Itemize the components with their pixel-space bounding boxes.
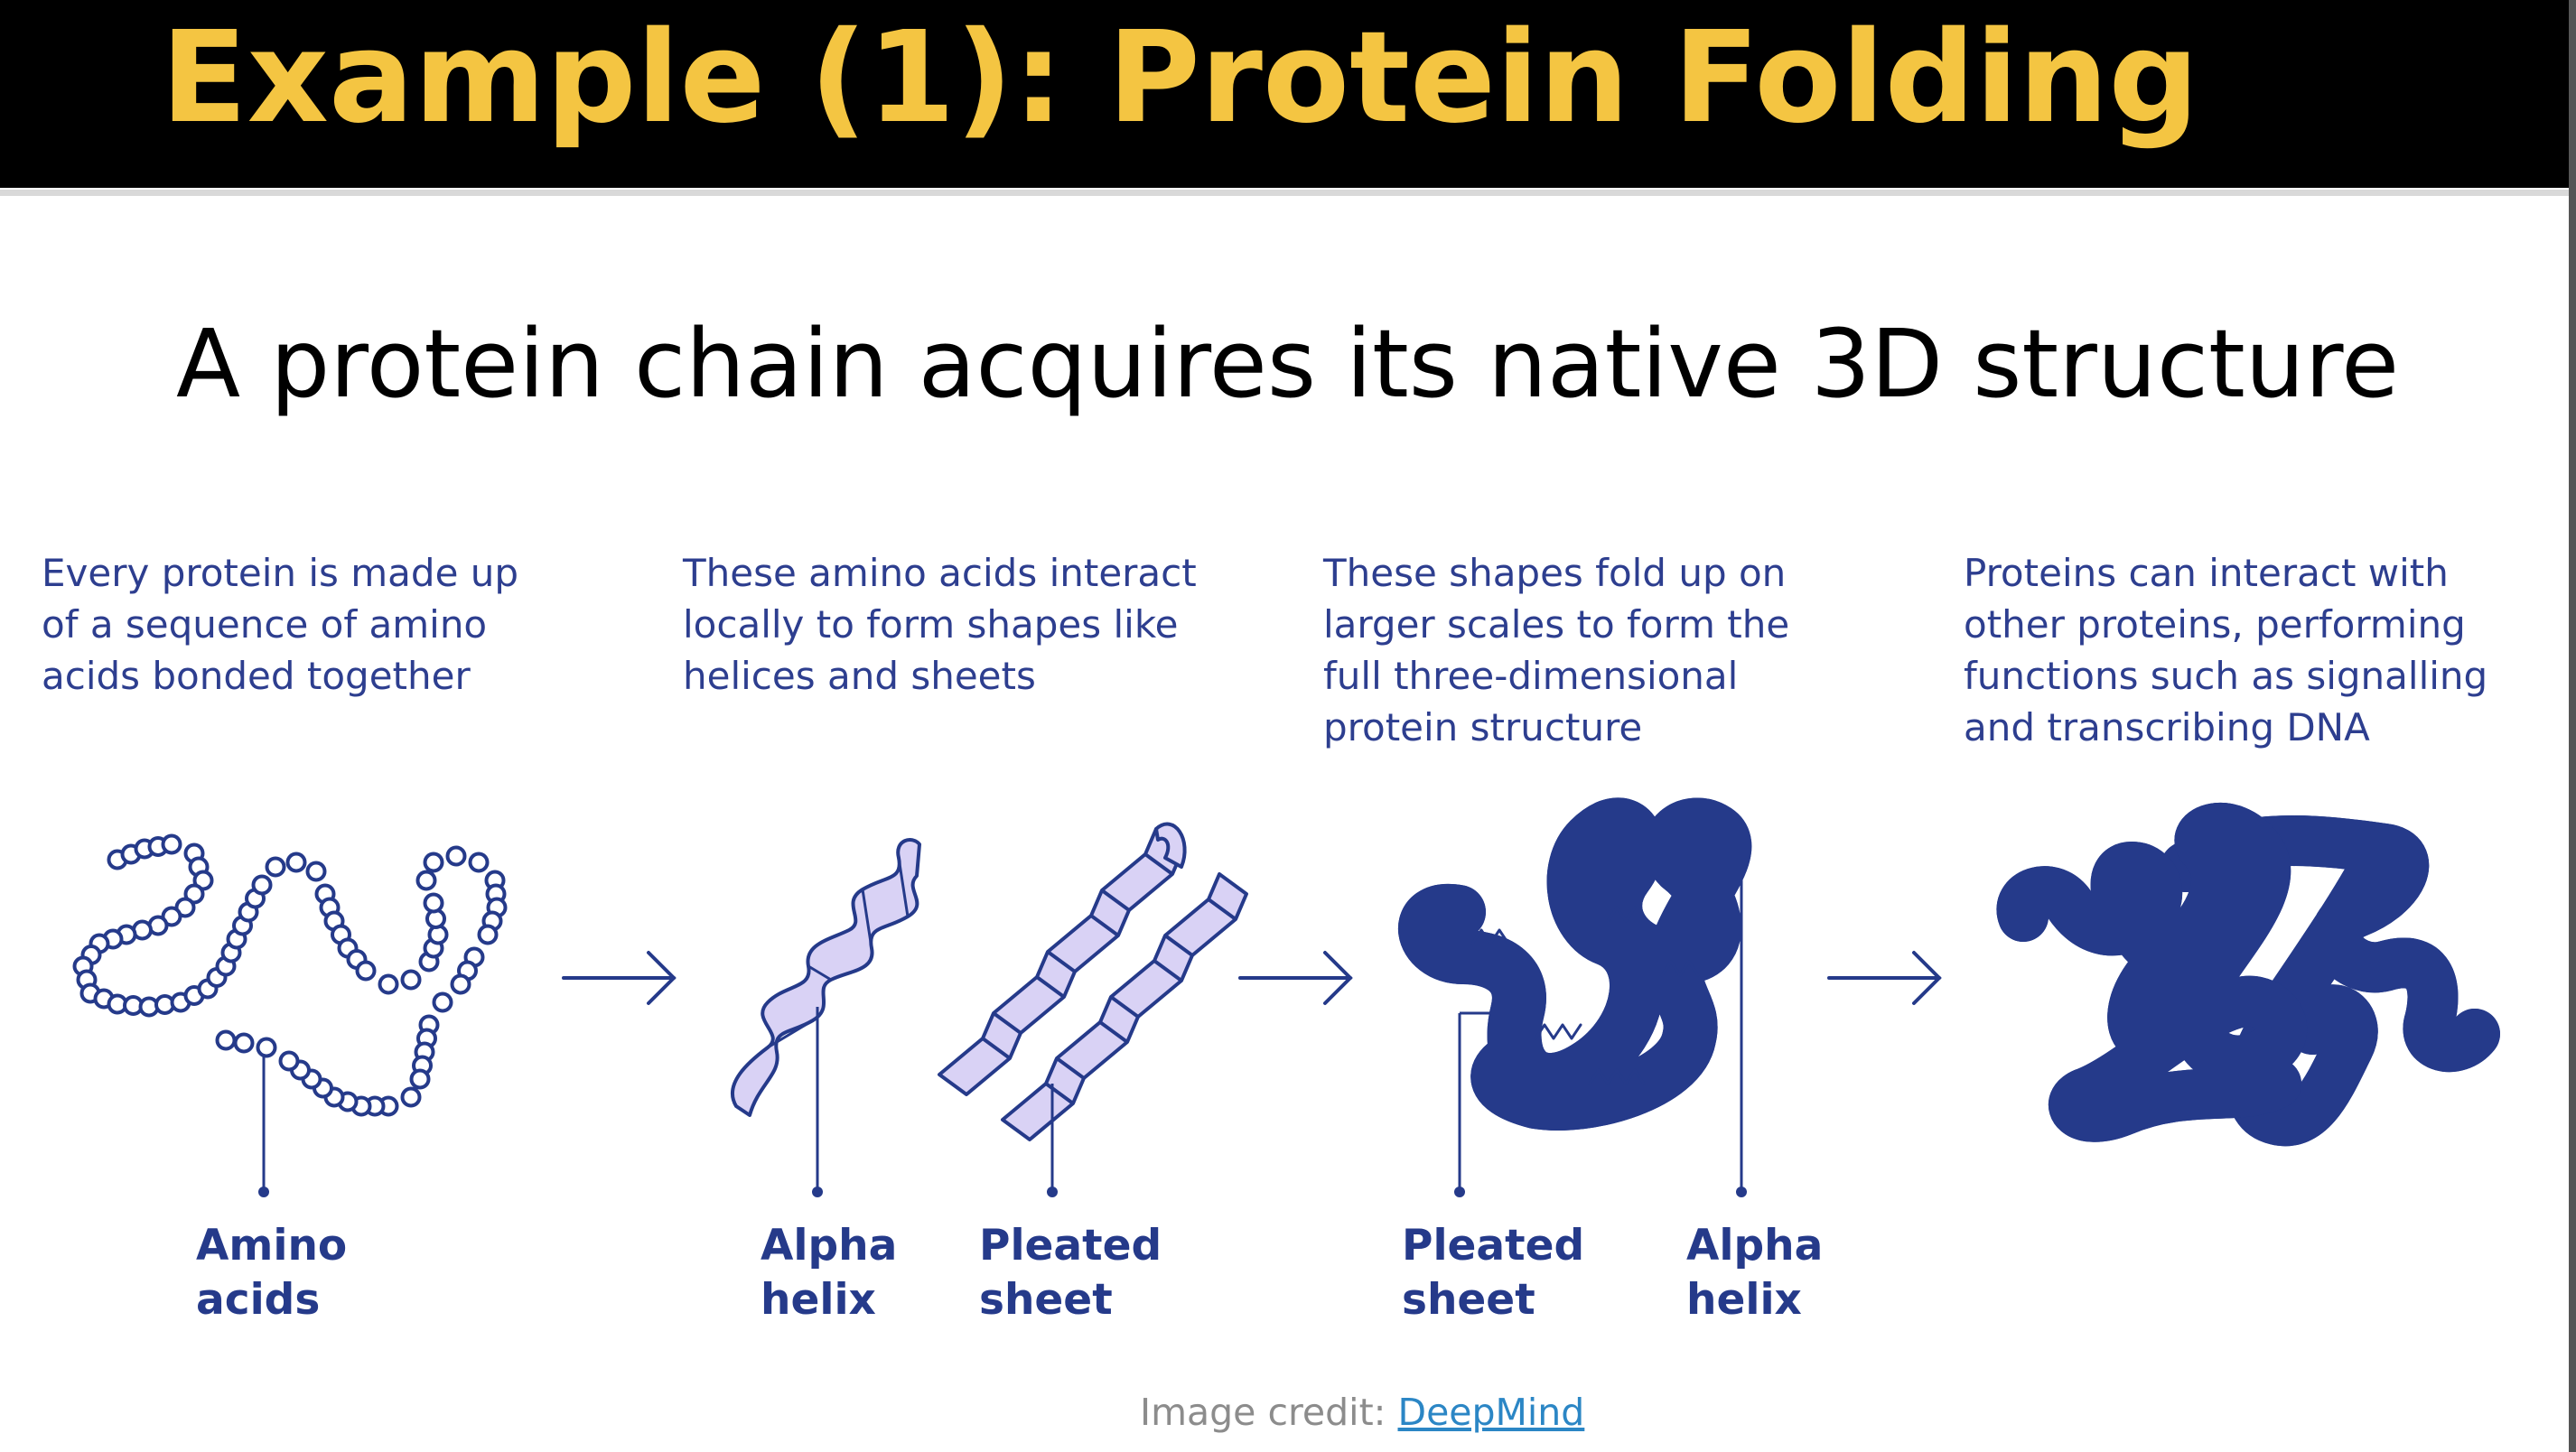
step-4-description: Proteins can interact with other protein… <box>1964 551 2488 749</box>
sheet-fold-line <box>1055 1056 1086 1080</box>
sheet-fold-line <box>1109 995 1140 1019</box>
sheet-fold-line <box>1098 1020 1129 1044</box>
label-alpha-helix-folded: Alpha helix <box>1686 1221 1824 1325</box>
slide-subtitle: A protein chain acquires its native 3D s… <box>176 309 2400 419</box>
amino-acid-bead <box>285 852 307 873</box>
slide-title: Example (1): Protein Folding <box>161 5 2199 152</box>
sheet-fold-line <box>1153 959 1183 982</box>
amino-acid-bead <box>378 973 399 995</box>
amino-acid-bead <box>305 861 327 882</box>
sheet-fold-line <box>1143 852 1174 876</box>
step-2-description: These amino acids interact locally to fo… <box>683 551 1197 698</box>
amino-acid-bead <box>415 870 437 891</box>
amino-acid-bead <box>423 852 444 873</box>
label-amino-acids: Amino acids <box>196 1221 348 1325</box>
amino-acid-chain <box>72 833 508 1117</box>
sheet-fold-line <box>1100 889 1131 912</box>
amino-acid-bead <box>161 833 182 855</box>
amino-acid-bead <box>423 892 444 914</box>
sheet-turn <box>1154 822 1187 869</box>
amino-acid-bead <box>278 1050 300 1072</box>
amino-acid-bead <box>409 1068 431 1090</box>
amino-acid-bead <box>450 973 471 995</box>
tertiary-structure <box>1425 824 1724 1103</box>
amino-acid-bead <box>215 1029 237 1051</box>
arrow-right-icon <box>1827 951 1942 1005</box>
image-credit: Image credit: DeepMind <box>1140 1387 1584 1438</box>
title-divider <box>0 190 2576 196</box>
amino-acid-bead <box>251 874 273 896</box>
sheet-fold-line <box>992 1011 1022 1035</box>
alpha-helix-pointer-dot <box>812 1187 823 1197</box>
sheet-fold-line <box>981 1037 1012 1060</box>
sheet-fold-line <box>1044 1082 1075 1105</box>
protein-complex <box>2021 828 2500 1121</box>
slide-edge <box>2569 0 2576 1452</box>
amino-acid-bead <box>432 991 453 1013</box>
amino-acid-bead <box>256 1037 277 1058</box>
label-pleated-sheet: Pleated sheet <box>979 1221 1162 1325</box>
pleated-sheet-pointer-dot <box>1047 1187 1058 1197</box>
sheet-fold-line <box>1035 975 1066 999</box>
step-1-description: Every protein is made up of a sequence o… <box>42 551 519 698</box>
amino-acid-bead <box>400 969 422 991</box>
title-bar: Example (1): Protein Folding <box>0 0 2569 188</box>
alpha-helix-pointer-2-dot <box>1736 1187 1747 1197</box>
arrow-right-icon <box>1238 951 1353 1005</box>
amino-acid-bead <box>355 960 377 982</box>
image-credit-prefix: Image credit: <box>1140 1391 1398 1434</box>
step-3-description: These shapes fold up on larger scales to… <box>1323 551 1790 749</box>
amino-acid-bead <box>265 856 286 878</box>
amino-acid-bead <box>400 1086 422 1108</box>
pleated-sheet-shape <box>938 822 1248 1141</box>
pleated-sheet-pointer-2-dot <box>1454 1187 1465 1197</box>
label-alpha-helix: Alpha helix <box>761 1221 898 1325</box>
amino-acid-bead <box>477 924 499 945</box>
arrow-right-icon <box>562 951 677 1005</box>
amino-acid-bead <box>233 1032 255 1054</box>
amino-acid-bead <box>468 852 490 873</box>
sheet-fold-line <box>1046 950 1077 973</box>
deepmind-link[interactable]: DeepMind <box>1397 1391 1585 1434</box>
amino-acid-bead <box>445 845 467 867</box>
sheet-fold-line <box>1207 898 1237 921</box>
label-pleated-sheet-folded: Pleated sheet <box>1402 1221 1585 1325</box>
amino-acids-pointer-dot <box>258 1187 269 1197</box>
alpha-helix-ribbon <box>730 838 921 1117</box>
sheet-fold-line <box>1163 934 1194 957</box>
sheet-fold-line <box>1089 914 1120 937</box>
alpha-helix-pointer-2 <box>1707 863 1743 1190</box>
